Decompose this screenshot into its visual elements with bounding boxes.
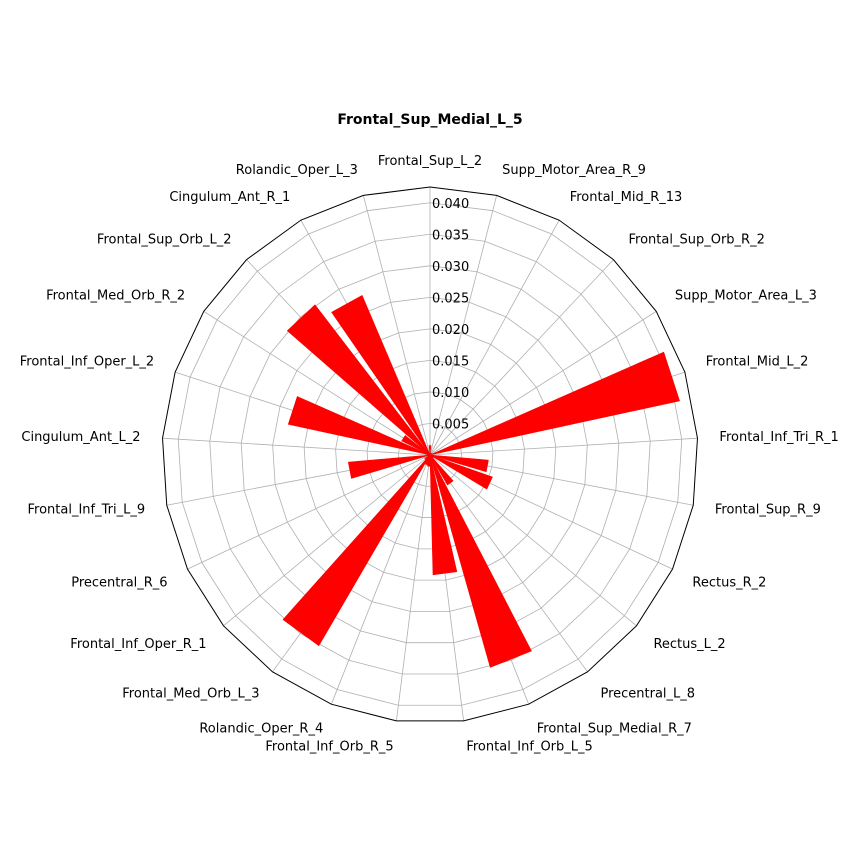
radial-tick-label: 0.030 bbox=[432, 260, 469, 275]
category-label: Frontal_Inf_Orb_R_5 bbox=[265, 740, 393, 755]
radial-gridline-2 bbox=[335, 360, 525, 550]
category-label: Rolandic_Oper_R_4 bbox=[199, 722, 323, 737]
radial-tick-label: 0.020 bbox=[432, 323, 469, 338]
angular-gridline bbox=[429, 219, 560, 456]
category-label: Rectus_L_2 bbox=[653, 637, 725, 652]
category-label: Frontal_Inf_Oper_R_1 bbox=[70, 637, 206, 652]
category-label: Frontal_Sup_Orb_R_2 bbox=[629, 233, 765, 248]
angular-gridline bbox=[223, 454, 431, 627]
bar bbox=[428, 445, 432, 456]
category-label: Precentral_L_8 bbox=[600, 687, 695, 702]
category-label: Rectus_R_2 bbox=[692, 575, 766, 590]
category-labels: Frontal_Sup_L_2 Supp_Motor_Area_R_9 Fronta… bbox=[20, 154, 839, 755]
radial-gridline-3 bbox=[303, 328, 557, 581]
radial-gridline-5 bbox=[240, 265, 620, 644]
angular-gridline bbox=[162, 437, 431, 456]
category-label: Frontal_Mid_L_2 bbox=[706, 354, 809, 369]
chart-frame bbox=[162, 186, 698, 722]
category-label: Frontal_Sup_Medial_R_7 bbox=[537, 722, 692, 737]
bar bbox=[428, 452, 431, 456]
radial-gridline-6 bbox=[209, 233, 651, 675]
radial-tick-labels: 0.005 0.010 0.015 0.020 0.025 0.030 0.035 0.040 bbox=[432, 197, 469, 433]
bar bbox=[331, 294, 431, 456]
angular-gridline bbox=[429, 454, 637, 627]
angular-gridline bbox=[330, 454, 431, 705]
bar bbox=[429, 454, 493, 490]
bar bbox=[287, 396, 431, 456]
category-label: Precentral_R_6 bbox=[71, 575, 167, 590]
radial-tick-label: 0.025 bbox=[432, 291, 469, 306]
category-label: Frontal_Med_Orb_R_2 bbox=[46, 289, 185, 304]
angular-gridline bbox=[429, 311, 657, 456]
radial-tick-label: 0.040 bbox=[432, 197, 469, 212]
category-label: Frontal_Med_Orb_L_3 bbox=[122, 687, 259, 702]
radial-gridline-4 bbox=[272, 296, 588, 612]
category-label: Frontal_Inf_Tri_L_9 bbox=[28, 502, 146, 517]
category-label: Frontal_Mid_R_13 bbox=[570, 190, 683, 205]
bar bbox=[401, 435, 431, 456]
angular-gridline bbox=[203, 311, 431, 456]
bar bbox=[429, 454, 532, 668]
radial-tick-label: 0.035 bbox=[432, 228, 469, 243]
angular-gridline bbox=[362, 195, 431, 456]
bar bbox=[429, 454, 458, 576]
angular-gridline bbox=[396, 454, 431, 721]
category-label: Frontal_Inf_Tri_R_1 bbox=[719, 430, 838, 445]
bar bbox=[282, 454, 431, 647]
radial-tick-label: 0.010 bbox=[432, 386, 469, 401]
chart-title: Frontal_Sup_Medial_L_5 bbox=[337, 112, 522, 128]
category-label: Supp_Motor_Area_R_9 bbox=[502, 163, 646, 178]
angular-gridline bbox=[187, 454, 431, 570]
angular-gridline bbox=[429, 437, 698, 456]
radial-gridline-7 bbox=[177, 202, 683, 706]
category-label: Frontal_Sup_L_2 bbox=[378, 154, 482, 169]
category-label: Supp_Motor_Area_L_3 bbox=[675, 289, 817, 304]
category-label: Frontal_Sup_Orb_L_2 bbox=[97, 233, 232, 248]
category-label: Frontal_Inf_Orb_L_5 bbox=[466, 740, 592, 755]
category-label: Cingulum_Ant_R_1 bbox=[169, 190, 290, 205]
category-label: Frontal_Inf_Oper_L_2 bbox=[20, 354, 154, 369]
category-label: Rolandic_Oper_L_3 bbox=[236, 163, 358, 178]
bar bbox=[429, 351, 680, 456]
category-label: Frontal_Sup_R_9 bbox=[715, 502, 821, 517]
radial-tick-label: 0.015 bbox=[432, 354, 469, 369]
bar bbox=[429, 454, 489, 473]
angular-gridline bbox=[429, 454, 588, 673]
radial-gridline-1 bbox=[366, 391, 494, 518]
angular-gridline bbox=[429, 259, 614, 456]
bar bbox=[286, 304, 431, 456]
bar bbox=[429, 454, 454, 486]
outer-frame bbox=[162, 186, 698, 722]
angular-gridline bbox=[429, 195, 498, 456]
radial-tick-label: 0.005 bbox=[432, 417, 469, 432]
bars bbox=[282, 294, 680, 668]
category-label: Cingulum_Ant_L_2 bbox=[21, 430, 140, 445]
bar bbox=[347, 454, 431, 479]
